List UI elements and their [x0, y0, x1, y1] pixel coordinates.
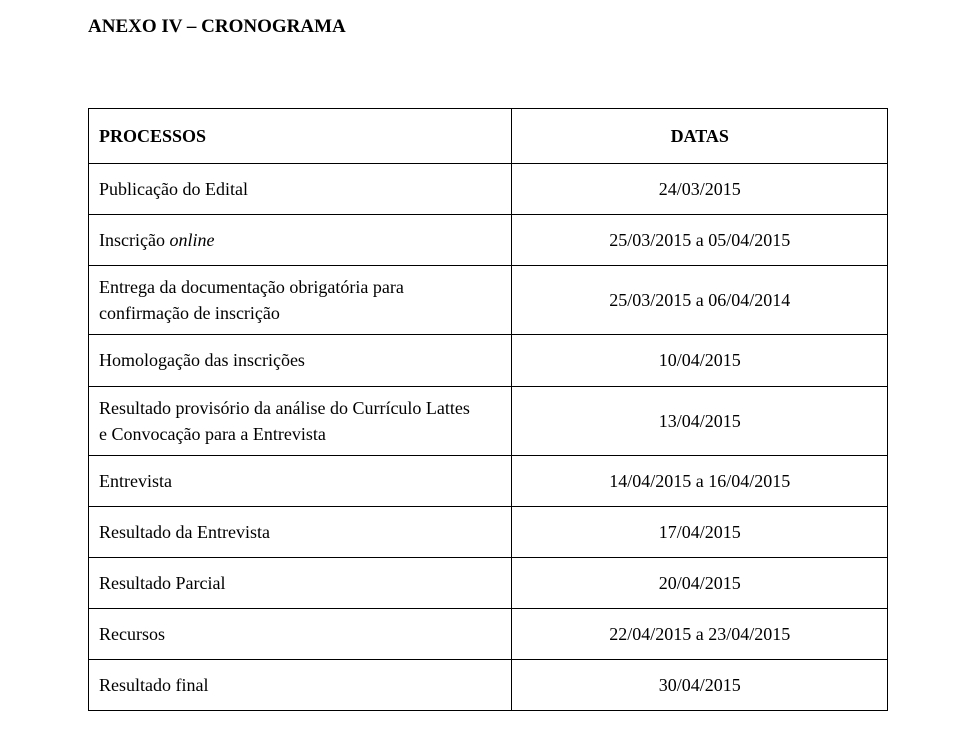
process-line2: e Convocação para a Entrevista — [99, 424, 326, 444]
table-row: Resultado Parcial 20/04/2015 — [89, 557, 888, 608]
process-line1: Resultado provisório da análise do Currí… — [99, 398, 470, 418]
date-cell: 25/03/2015 a 05/04/2015 — [512, 215, 888, 266]
process-line2: confirmação de inscrição — [99, 303, 280, 323]
process-cell: Resultado Parcial — [89, 557, 512, 608]
process-text-italic: online — [169, 230, 214, 250]
date-cell: 14/04/2015 a 16/04/2015 — [512, 455, 888, 506]
date-cell: 20/04/2015 — [512, 557, 888, 608]
table-row: Recursos 22/04/2015 a 23/04/2015 — [89, 609, 888, 660]
table-row: Homologação das inscrições 10/04/2015 — [89, 335, 888, 386]
process-cell: Resultado final — [89, 660, 512, 711]
date-cell: 10/04/2015 — [512, 335, 888, 386]
process-cell: Resultado provisório da análise do Currí… — [89, 386, 512, 455]
process-line1: Entrega da documentação obrigatória para — [99, 277, 404, 297]
process-cell: Entrevista — [89, 455, 512, 506]
process-cell: Recursos — [89, 609, 512, 660]
table-row: Resultado da Entrevista 17/04/2015 — [89, 506, 888, 557]
document-title: ANEXO IV – CRONOGRAMA — [88, 16, 888, 38]
header-datas: DATAS — [512, 109, 888, 164]
header-processos: PROCESSOS — [89, 109, 512, 164]
cronograma-table: PROCESSOS DATAS Publicação do Edital 24/… — [88, 108, 888, 711]
date-cell: 17/04/2015 — [512, 506, 888, 557]
date-cell: 13/04/2015 — [512, 386, 888, 455]
date-cell: 30/04/2015 — [512, 660, 888, 711]
table-row: Resultado final 30/04/2015 — [89, 660, 888, 711]
process-cell: Resultado da Entrevista — [89, 506, 512, 557]
date-cell: 22/04/2015 a 23/04/2015 — [512, 609, 888, 660]
process-text-pre: Inscrição — [99, 230, 169, 250]
process-cell: Publicação do Edital — [89, 164, 512, 215]
date-cell: 25/03/2015 a 06/04/2014 — [512, 266, 888, 335]
table-header-row: PROCESSOS DATAS — [89, 109, 888, 164]
table-row: Publicação do Edital 24/03/2015 — [89, 164, 888, 215]
table-row: Inscrição online 25/03/2015 a 05/04/2015 — [89, 215, 888, 266]
table-row: Entrega da documentação obrigatória para… — [89, 266, 888, 335]
process-cell: Homologação das inscrições — [89, 335, 512, 386]
table-row: Entrevista 14/04/2015 a 16/04/2015 — [89, 455, 888, 506]
date-cell: 24/03/2015 — [512, 164, 888, 215]
process-cell: Entrega da documentação obrigatória para… — [89, 266, 512, 335]
table-row: Resultado provisório da análise do Currí… — [89, 386, 888, 455]
process-cell: Inscrição online — [89, 215, 512, 266]
